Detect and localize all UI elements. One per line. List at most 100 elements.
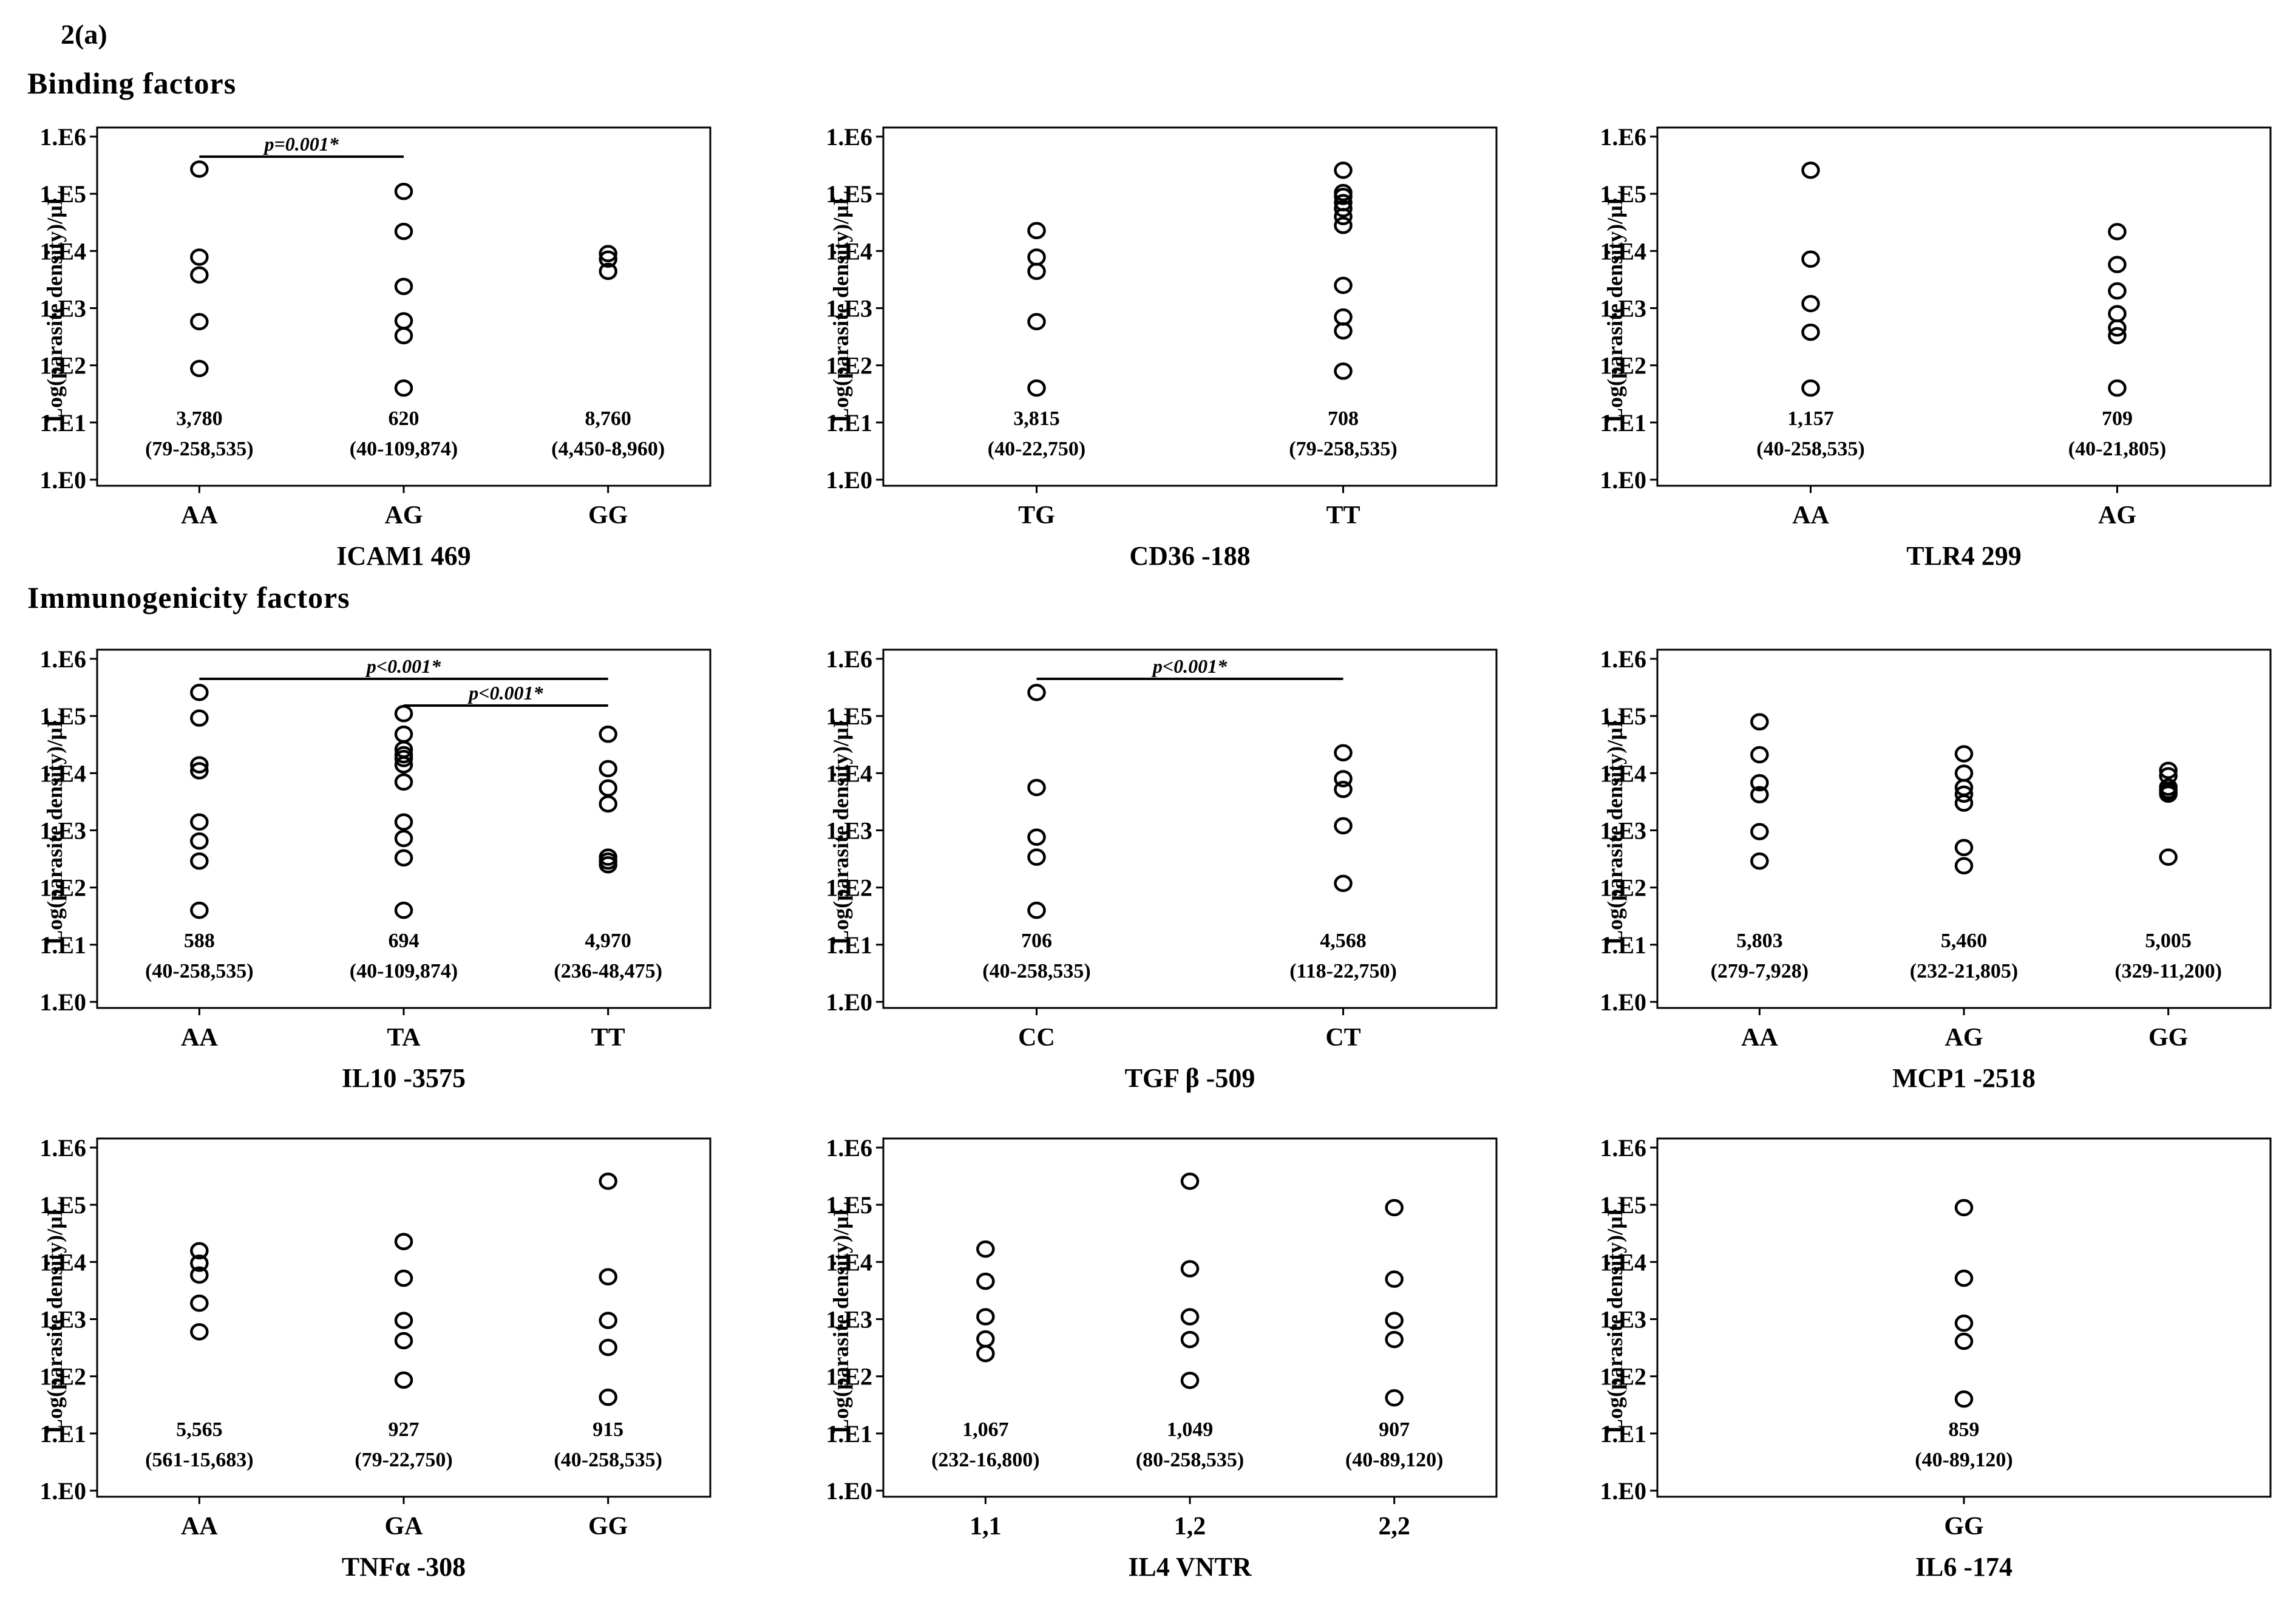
data-point	[1954, 1332, 1974, 1350]
significance-label: p<0.001*	[365, 655, 441, 677]
y-tick-label: 1.E6	[1600, 123, 1646, 151]
data-point	[394, 1233, 413, 1250]
y-axis-label: Log(parasite density)/µL	[1603, 713, 1627, 945]
data-point	[190, 832, 209, 850]
data-point	[1027, 248, 1046, 266]
data-point	[1954, 1199, 1974, 1217]
data-point	[1027, 848, 1046, 866]
data-point	[1334, 308, 1353, 326]
range-label: (40-89,120)	[1345, 1449, 1443, 1471]
data-point	[1334, 817, 1353, 835]
data-point	[976, 1272, 995, 1290]
data-point	[1385, 1199, 1404, 1217]
x-tick-label: TG	[1018, 502, 1055, 529]
median-label: 4,970	[585, 930, 631, 952]
range-label: (80-258,535)	[1136, 1449, 1244, 1471]
y-tick-label: 1.E5	[39, 180, 86, 208]
data-point	[1027, 778, 1046, 797]
data-point	[1334, 362, 1353, 380]
data-point	[1334, 874, 1353, 893]
y-tick-label: 1.E0	[826, 466, 872, 494]
data-point	[394, 222, 413, 240]
data-point	[190, 1295, 209, 1312]
chart-tnf-alpha-308: 1.E0 1.E1 1.E2 1.E3 1.E4 1.E5 1.E6 Log(parasite…	[39, 1134, 712, 1582]
data-point	[599, 245, 617, 262]
data-point	[1027, 828, 1046, 846]
y-tick-label: 1.E5	[1600, 180, 1646, 208]
data-point	[599, 262, 617, 281]
data-point	[1180, 1308, 1200, 1326]
range-label: (329-11,200)	[2114, 960, 2222, 982]
median-label: 3,780	[176, 407, 223, 430]
data-point	[1027, 313, 1046, 331]
x-axis-title: IL6 -174	[1915, 1552, 2012, 1582]
data-point	[1954, 1314, 1974, 1332]
y-tick-label: 1.E4	[1600, 1248, 1646, 1276]
data-point	[1027, 222, 1046, 239]
data-point	[190, 1266, 209, 1284]
x-tick-label: 2,2	[1378, 1513, 1410, 1540]
range-label: (236-48,475)	[554, 960, 662, 982]
data-point	[190, 359, 209, 378]
data-point	[2108, 223, 2127, 240]
data-point	[2108, 379, 2127, 397]
range-label: (40-258,535)	[145, 960, 253, 982]
y-axis-label: Log(parasite density)/µL	[829, 1202, 853, 1434]
data-point	[1750, 823, 1769, 840]
y-axis-label: Log(parasite density)/µL	[42, 191, 67, 423]
plot-frame	[96, 1137, 712, 1498]
y-tick-label: 1.E5	[826, 703, 872, 730]
x-tick-label: AG	[2098, 502, 2136, 529]
y-tick-label: 1.E0	[826, 1477, 872, 1505]
data-point	[1385, 1270, 1404, 1288]
data-point	[190, 1254, 209, 1272]
data-point	[2108, 327, 2127, 345]
data-point	[1801, 323, 1820, 341]
plot-frame	[1656, 1137, 2272, 1498]
data-point	[599, 1268, 617, 1286]
range-label: (40-109,874)	[350, 960, 458, 982]
median-label: 708	[1328, 407, 1359, 430]
median-label: 1,157	[1787, 407, 1834, 430]
y-axis-label: Log(parasite density)/µL	[42, 1202, 67, 1434]
data-point	[1954, 1390, 1974, 1408]
data-point	[394, 829, 413, 848]
median-label: 694	[389, 930, 419, 952]
data-point	[190, 1242, 209, 1260]
data-point	[1334, 780, 1353, 798]
range-label: (4,450-8,960)	[551, 438, 665, 460]
data-point	[1750, 786, 1769, 804]
y-tick-label: 1.E2	[1600, 1363, 1646, 1390]
median-label: 1,049	[1167, 1418, 1214, 1441]
data-point	[394, 183, 413, 200]
y-tick-label: 1.E6	[826, 645, 872, 673]
data-point	[1750, 852, 1769, 870]
data-point	[1180, 1172, 1200, 1190]
data-point	[1801, 250, 1820, 268]
x-axis-title: TLR4 299	[1906, 541, 2021, 571]
range-label: (40-89,120)	[1915, 1449, 2012, 1471]
data-point	[599, 1338, 617, 1356]
data-point	[1954, 1269, 1974, 1287]
data-point	[1750, 713, 1769, 731]
data-point	[190, 762, 209, 780]
data-point	[599, 1388, 617, 1406]
x-tick-label: AA	[181, 1024, 218, 1052]
figure-label: 2(a)	[61, 19, 107, 50]
range-label: (118-22,750)	[1289, 960, 1397, 982]
data-point	[1385, 1330, 1404, 1349]
median-label: 5,565	[176, 1418, 223, 1441]
data-point	[1385, 1312, 1404, 1329]
y-tick-label: 1.E6	[39, 123, 86, 151]
range-label: (40-258,535)	[554, 1449, 662, 1471]
y-tick-label: 1.E3	[39, 817, 86, 845]
range-label: (279-7,928)	[1711, 960, 1809, 982]
y-tick-label: 1.E5	[826, 1191, 872, 1219]
data-point	[599, 725, 617, 743]
data-point	[1027, 262, 1046, 281]
y-tick-label: 1.E6	[1600, 645, 1646, 673]
y-tick-label: 1.E2	[826, 1363, 872, 1390]
data-point	[1334, 322, 1353, 340]
x-axis-title: IL10 -3575	[342, 1063, 466, 1093]
y-axis-label: Log(parasite density)/µL	[42, 713, 67, 945]
